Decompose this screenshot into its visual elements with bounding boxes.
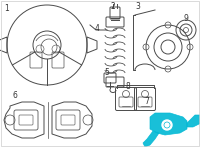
Text: 4: 4 — [95, 24, 99, 32]
Text: 1: 1 — [5, 4, 9, 12]
Polygon shape — [143, 131, 159, 147]
Circle shape — [164, 122, 170, 128]
Polygon shape — [150, 113, 187, 135]
Text: 2: 2 — [111, 1, 115, 10]
Text: 7: 7 — [145, 97, 149, 106]
Text: 6: 6 — [13, 91, 17, 100]
Text: 9: 9 — [184, 14, 188, 22]
Circle shape — [162, 120, 172, 130]
Text: 3: 3 — [136, 1, 140, 10]
Text: 5: 5 — [105, 67, 109, 76]
Polygon shape — [187, 115, 200, 127]
Text: 8: 8 — [126, 81, 130, 91]
